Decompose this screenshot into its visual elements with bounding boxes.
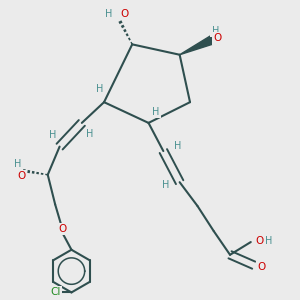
Text: O: O (58, 224, 67, 234)
Text: H: H (85, 129, 93, 139)
Text: H: H (105, 9, 112, 19)
Text: O: O (120, 9, 128, 19)
Text: H: H (49, 130, 56, 140)
Text: O: O (213, 33, 222, 43)
Text: O: O (255, 236, 263, 246)
Text: H: H (96, 84, 103, 94)
Text: H: H (162, 180, 169, 190)
Text: Cl: Cl (50, 287, 61, 297)
Text: H: H (14, 159, 22, 169)
Text: H: H (174, 141, 181, 151)
Polygon shape (180, 34, 217, 55)
Text: H: H (265, 236, 272, 246)
Text: H: H (152, 106, 160, 117)
Text: O: O (257, 262, 265, 272)
Text: O: O (17, 171, 25, 181)
Text: H: H (212, 26, 219, 36)
